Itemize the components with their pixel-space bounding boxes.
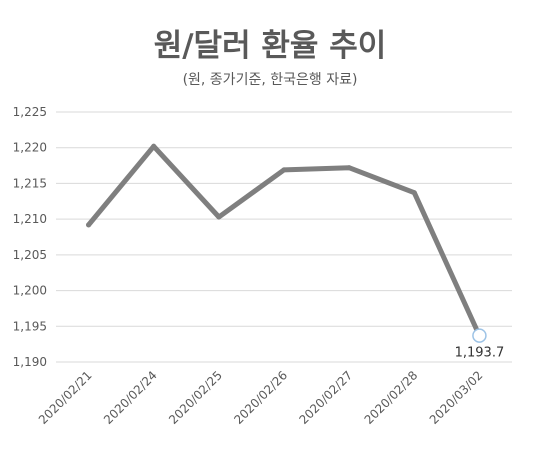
- data-point: [151, 143, 157, 149]
- y-tick-label: 1,215: [13, 176, 47, 190]
- data-point: [411, 190, 417, 196]
- y-tick-label: 1,190: [13, 355, 47, 369]
- y-tick-label: 1,210: [13, 212, 47, 226]
- data-point: [346, 165, 352, 171]
- x-tick-label: 2020/02/27: [296, 368, 355, 427]
- x-tick-label: 2020/02/28: [362, 368, 421, 427]
- x-tick-label: 2020/02/25: [166, 368, 225, 427]
- x-tick-label: 2020/03/02: [427, 368, 486, 427]
- data-point: [281, 167, 287, 173]
- chart-subtitle: (원, 종가기준, 한국은행 자료): [182, 72, 358, 88]
- y-tick-label: 1,200: [13, 284, 47, 298]
- x-tick-label: 2020/02/26: [231, 368, 290, 427]
- chart-title: 원/달러 환율 추이: [153, 28, 387, 64]
- data-point: [216, 214, 222, 220]
- y-tick-label: 1,195: [13, 319, 47, 333]
- y-tick-label: 1,220: [13, 141, 47, 155]
- x-tick-label: 2020/02/21: [36, 368, 95, 427]
- x-tick-label: 2020/02/24: [101, 368, 160, 427]
- y-tick-label: 1,225: [13, 105, 47, 119]
- data-point: [86, 222, 92, 228]
- y-tick-label: 1,205: [13, 248, 47, 262]
- data-point: [472, 328, 487, 343]
- series-line: [86, 143, 482, 339]
- data-label: 1,193.7: [455, 346, 505, 361]
